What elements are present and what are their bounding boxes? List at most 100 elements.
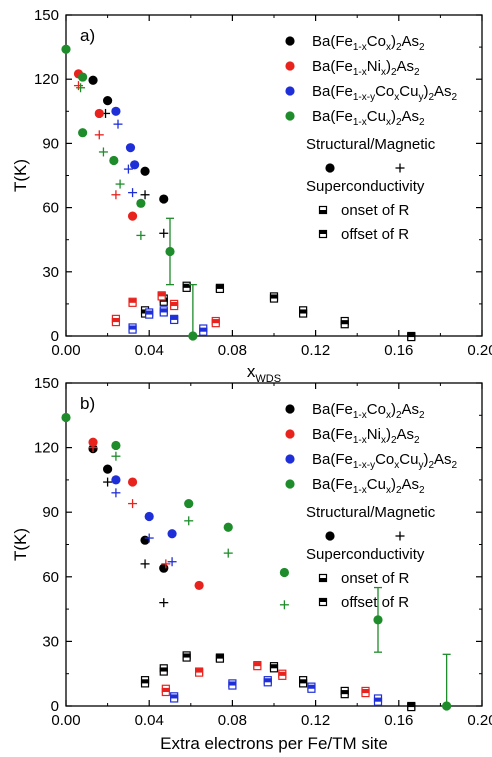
square-half-fill [319, 230, 327, 234]
structural-marker [159, 563, 169, 573]
magnetic-marker [94, 130, 104, 140]
magnetic-marker [136, 230, 146, 240]
legend-superconductivity-label: Superconductivity [306, 546, 425, 563]
legend-text-part: 2 [419, 410, 425, 421]
legend-text-part: 2 [391, 67, 397, 78]
legend-text-part: As [402, 33, 420, 50]
legend-text-part: 1-x-y [353, 92, 375, 103]
legend-label-cu: Ba(Fe1-xCux)2As2 [312, 476, 425, 496]
plot-frame [65, 382, 483, 707]
legend-text-part: As [402, 401, 420, 418]
offset-marker [159, 308, 168, 317]
legend-structural-marker [325, 163, 335, 173]
magnetic-marker [123, 164, 133, 174]
y-tick-label: 60 [42, 200, 59, 217]
legend-text-part: Ba(Fe [312, 451, 353, 468]
legend-text-part: ) [391, 108, 396, 125]
legend-text-part: As [434, 83, 452, 100]
legend-text-part: ) [386, 426, 391, 443]
legend-text-part: 2 [396, 410, 402, 421]
structural-marker [111, 106, 121, 116]
square-half-fill [319, 210, 327, 214]
offset-marker [340, 690, 349, 699]
structural-marker [78, 72, 88, 82]
plot-frame [65, 14, 483, 337]
legend-text-part: As [397, 426, 415, 443]
square-half-fill [270, 664, 278, 669]
magnetic-marker [140, 190, 150, 200]
structural-marker [140, 166, 150, 176]
square-half-fill [319, 578, 327, 582]
legend-structural-label: Structural/Magnetic [306, 504, 436, 521]
series-co [88, 75, 416, 342]
y-tick-label: 150 [34, 7, 59, 24]
legend-text-part: As [402, 476, 420, 493]
offset-marker [128, 325, 137, 334]
legend-label-co: Ba(Fe1-xCox)2As2 [312, 401, 425, 421]
legend-text-part: Cu [399, 83, 418, 100]
legend-text-part: Ba(Fe [312, 426, 353, 443]
legend-text-part: y [418, 92, 423, 103]
series-ni [73, 69, 220, 328]
structural-marker [111, 440, 121, 451]
offset-marker [161, 687, 170, 697]
offset-marker [299, 679, 308, 688]
legend-text-part: Ba(Fe [312, 108, 353, 125]
structural-marker [279, 567, 289, 578]
legend: Ba(Fe1-xCox)2As2Ba(Fe1-xNix)2As2Ba(Fe1-x… [285, 401, 458, 611]
structural-marker [88, 75, 98, 85]
legend-marker-co [285, 404, 295, 414]
offset-marker [170, 301, 179, 311]
square-half-fill [160, 668, 168, 672]
y-tick-label: 90 [42, 504, 59, 521]
legend-text-part: x [386, 410, 391, 421]
legend-onset-label: onset of R [341, 570, 410, 587]
legend-text-part: ) [423, 83, 428, 100]
square-half-fill [407, 333, 415, 338]
legend-onset-label: onset of R [341, 202, 410, 219]
series-cocu [111, 106, 208, 336]
offset-marker [263, 678, 272, 687]
legend-text-part: 2 [396, 42, 402, 53]
structural-marker [127, 211, 138, 221]
structural-marker [61, 44, 71, 54]
legend-magnetic-marker [395, 531, 405, 541]
square-half-fill [183, 284, 191, 288]
legend-text-part: 2 [414, 435, 420, 446]
offset-marker [269, 664, 279, 673]
magnetic-marker [161, 559, 171, 569]
magnetic-marker [111, 190, 121, 200]
legend-marker-cu [285, 111, 295, 121]
x-axis-label-sub: WDS [255, 373, 281, 385]
legend-text-part: Ba(Fe [312, 58, 353, 75]
legend-text-part: x [394, 92, 399, 103]
legend-text-part: ) [423, 451, 428, 468]
offset-marker [361, 688, 370, 698]
legend-label-cu: Ba(Fe1-xCux)2As2 [312, 108, 425, 128]
offset-marker [111, 317, 121, 327]
square-half-fill [407, 703, 415, 708]
structural-marker [144, 511, 154, 522]
y-tick-label: 150 [34, 375, 59, 392]
legend-marker-ni [285, 429, 295, 439]
offset-marker [228, 681, 237, 690]
structural-marker [159, 194, 169, 204]
legend-offset-marker [318, 597, 328, 607]
legend-text-part: Ba(Fe [312, 401, 353, 418]
legend-marker-cocu [285, 454, 295, 464]
offset-marker [253, 662, 262, 671]
legend-text-part: x [386, 42, 391, 53]
square-half-fill [170, 302, 178, 307]
legend-text-part: Cu [367, 476, 386, 493]
offset-marker [211, 319, 220, 328]
magnetic-marker [223, 548, 233, 558]
square-half-fill [141, 679, 149, 684]
legend: Ba(Fe1-xCox)2As2Ba(Fe1-xNix)2As2Ba(Fe1-x… [285, 33, 458, 243]
legend-text-part: x [381, 67, 386, 78]
structural-marker [136, 198, 146, 208]
data-series [61, 44, 416, 342]
magnetic-marker [184, 516, 194, 526]
legend-text-part: 1-x-y [353, 460, 375, 471]
legend-text-part: 2 [396, 117, 402, 128]
structural-marker [103, 96, 113, 106]
